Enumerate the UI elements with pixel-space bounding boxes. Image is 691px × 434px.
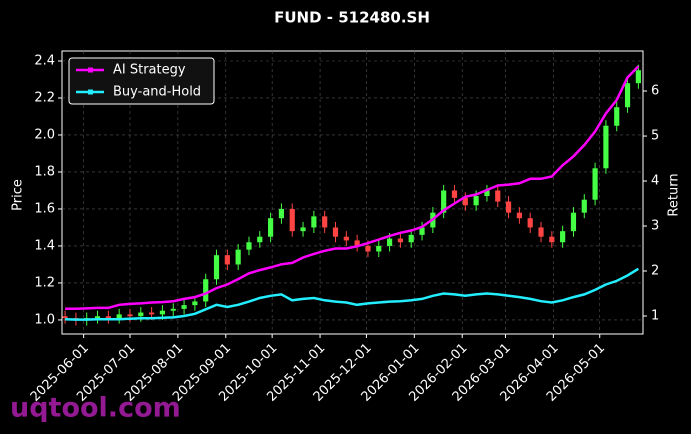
series-line [65, 65, 640, 311]
candle-body [94, 316, 101, 319]
y-tick-label: 1.0 [34, 312, 55, 327]
candle-body [376, 245, 382, 252]
candle-body [170, 308, 176, 311]
y-tick-label: 1.6 [34, 201, 55, 216]
candle-body [484, 190, 490, 197]
candle-body [570, 212, 577, 232]
candle-body [268, 218, 274, 237]
legend-label: Buy-and-Hold [113, 85, 201, 100]
candle-body [105, 316, 111, 319]
candle-body [311, 216, 317, 228]
candle-body [224, 255, 230, 265]
y2-axis-label: Return [667, 173, 682, 216]
candle-body [365, 245, 371, 252]
candle-body [581, 199, 587, 213]
candle-body [635, 70, 641, 84]
candle-body [451, 190, 458, 198]
candle-body [289, 208, 295, 232]
candle-body [149, 312, 155, 315]
legend-box [68, 57, 215, 105]
candle-body [213, 255, 220, 280]
candle-body [278, 208, 285, 219]
y2-tick-label: 6 [651, 84, 659, 99]
candle-body [549, 236, 555, 243]
y-tick-label: 2.2 [34, 90, 55, 105]
candle-body [462, 197, 468, 206]
candle-body [138, 312, 144, 317]
legend-label: AI Strategy [113, 63, 186, 78]
candle-body [624, 83, 631, 108]
candle-body [603, 125, 609, 169]
legend-marker [88, 89, 93, 95]
y2-tick-label: 3 [651, 219, 659, 234]
candle-body [397, 238, 403, 243]
y-tick-label: 1.8 [34, 164, 55, 179]
y2-tick-label: 1 [651, 309, 659, 324]
candle-body [300, 227, 306, 232]
y-tick-label: 1.4 [34, 238, 55, 253]
candle-body [614, 107, 620, 126]
y2-tick-label: 2 [651, 264, 659, 279]
y-tick-label: 2.4 [34, 53, 55, 68]
candle-body [473, 196, 479, 206]
chart-title: FUND - 512480.SH [274, 9, 430, 27]
candle-body [192, 301, 198, 306]
candle-body [538, 227, 544, 237]
candle-body [332, 227, 339, 237]
series-line [65, 267, 640, 321]
candle-body [560, 231, 566, 243]
y-tick-label: 2.0 [34, 127, 55, 142]
candle-body [441, 190, 447, 213]
watermark: uqtool.com [10, 393, 181, 424]
candle-body [159, 310, 166, 315]
y2-tick-label: 5 [651, 129, 659, 144]
candle-body [181, 305, 187, 309]
candle-body [257, 236, 263, 243]
candle-body [419, 227, 425, 235]
legend: AI Strategy Buy-and-Hold [68, 57, 215, 105]
candle-body [516, 212, 522, 219]
candle-body [386, 238, 393, 246]
candle-body [203, 279, 209, 302]
y-tick-label: 1.2 [34, 275, 55, 290]
y-axis-label: Price [11, 179, 26, 211]
candle-body [62, 316, 68, 319]
candle-body [235, 249, 241, 265]
candle-body [127, 314, 133, 317]
candle-body [116, 314, 122, 319]
candle-body [246, 242, 252, 250]
candle-body [343, 236, 349, 241]
candle-body [592, 168, 598, 200]
candle-body [505, 201, 512, 213]
candle-body [408, 234, 414, 243]
candle-body [354, 240, 360, 246]
y2-tick-label: 4 [651, 174, 659, 189]
candle-body [322, 216, 328, 228]
candle-body [495, 190, 501, 202]
legend-marker [88, 67, 93, 73]
candle-body [527, 218, 533, 228]
